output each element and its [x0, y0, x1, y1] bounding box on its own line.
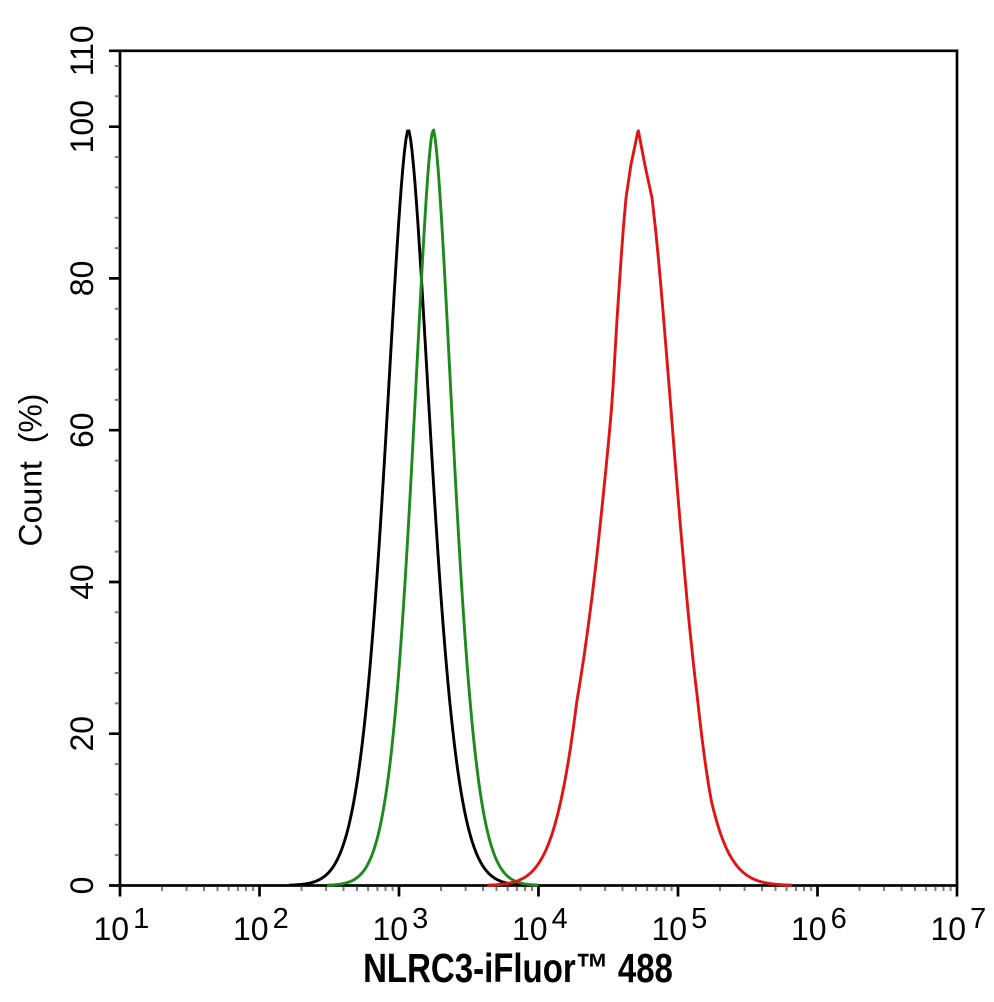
svg-text:60: 60: [64, 412, 100, 448]
svg-text:0: 0: [64, 877, 100, 895]
svg-text:Count (%): Count (%): [12, 394, 48, 547]
svg-text:20: 20: [64, 716, 100, 752]
svg-text:80: 80: [64, 261, 100, 297]
svg-text:40: 40: [64, 564, 100, 600]
svg-text:100: 100: [64, 100, 100, 153]
svg-text:NLRC3-iFluor™ 488: NLRC3-iFluor™ 488: [363, 945, 673, 991]
svg-text:110: 110: [64, 25, 100, 76]
